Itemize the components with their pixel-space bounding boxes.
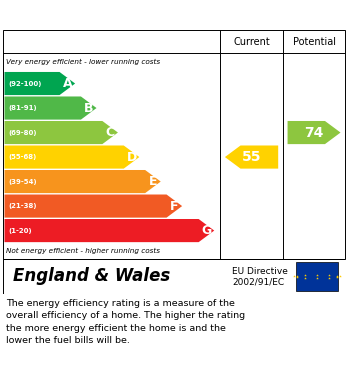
Text: (21-38): (21-38) [9, 203, 37, 209]
Text: EU Directive
2002/91/EC: EU Directive 2002/91/EC [232, 267, 288, 286]
Polygon shape [5, 219, 214, 242]
Text: (39-54): (39-54) [9, 179, 37, 185]
Text: G: G [201, 224, 212, 237]
Polygon shape [5, 170, 161, 193]
Text: The energy efficiency rating is a measure of the
overall efficiency of a home. T: The energy efficiency rating is a measur… [6, 299, 245, 345]
Polygon shape [287, 121, 341, 144]
Polygon shape [5, 72, 75, 95]
Text: Current: Current [233, 36, 270, 47]
Text: 55: 55 [242, 150, 261, 164]
Text: Not energy efficient - higher running costs: Not energy efficient - higher running co… [6, 248, 160, 254]
Text: Very energy efficient - lower running costs: Very energy efficient - lower running co… [6, 59, 160, 65]
Polygon shape [5, 194, 182, 218]
Bar [295, 262, 338, 291]
Text: F: F [170, 199, 179, 213]
Text: (81-91): (81-91) [9, 105, 37, 111]
Text: (69-80): (69-80) [9, 129, 37, 136]
Text: (55-68): (55-68) [9, 154, 37, 160]
Text: Energy Efficiency Rating: Energy Efficiency Rating [13, 7, 223, 23]
Text: E: E [149, 175, 157, 188]
Polygon shape [5, 145, 139, 169]
Text: (92-100): (92-100) [9, 81, 42, 86]
Polygon shape [225, 145, 278, 169]
Polygon shape [5, 97, 96, 120]
Text: 74: 74 [304, 126, 324, 140]
Text: B: B [84, 102, 94, 115]
Text: C: C [105, 126, 115, 139]
Text: (1-20): (1-20) [9, 228, 32, 233]
Text: England & Wales: England & Wales [13, 267, 170, 285]
Polygon shape [5, 121, 118, 144]
Text: Potential: Potential [293, 36, 335, 47]
Text: A: A [63, 77, 72, 90]
Text: D: D [126, 151, 137, 163]
